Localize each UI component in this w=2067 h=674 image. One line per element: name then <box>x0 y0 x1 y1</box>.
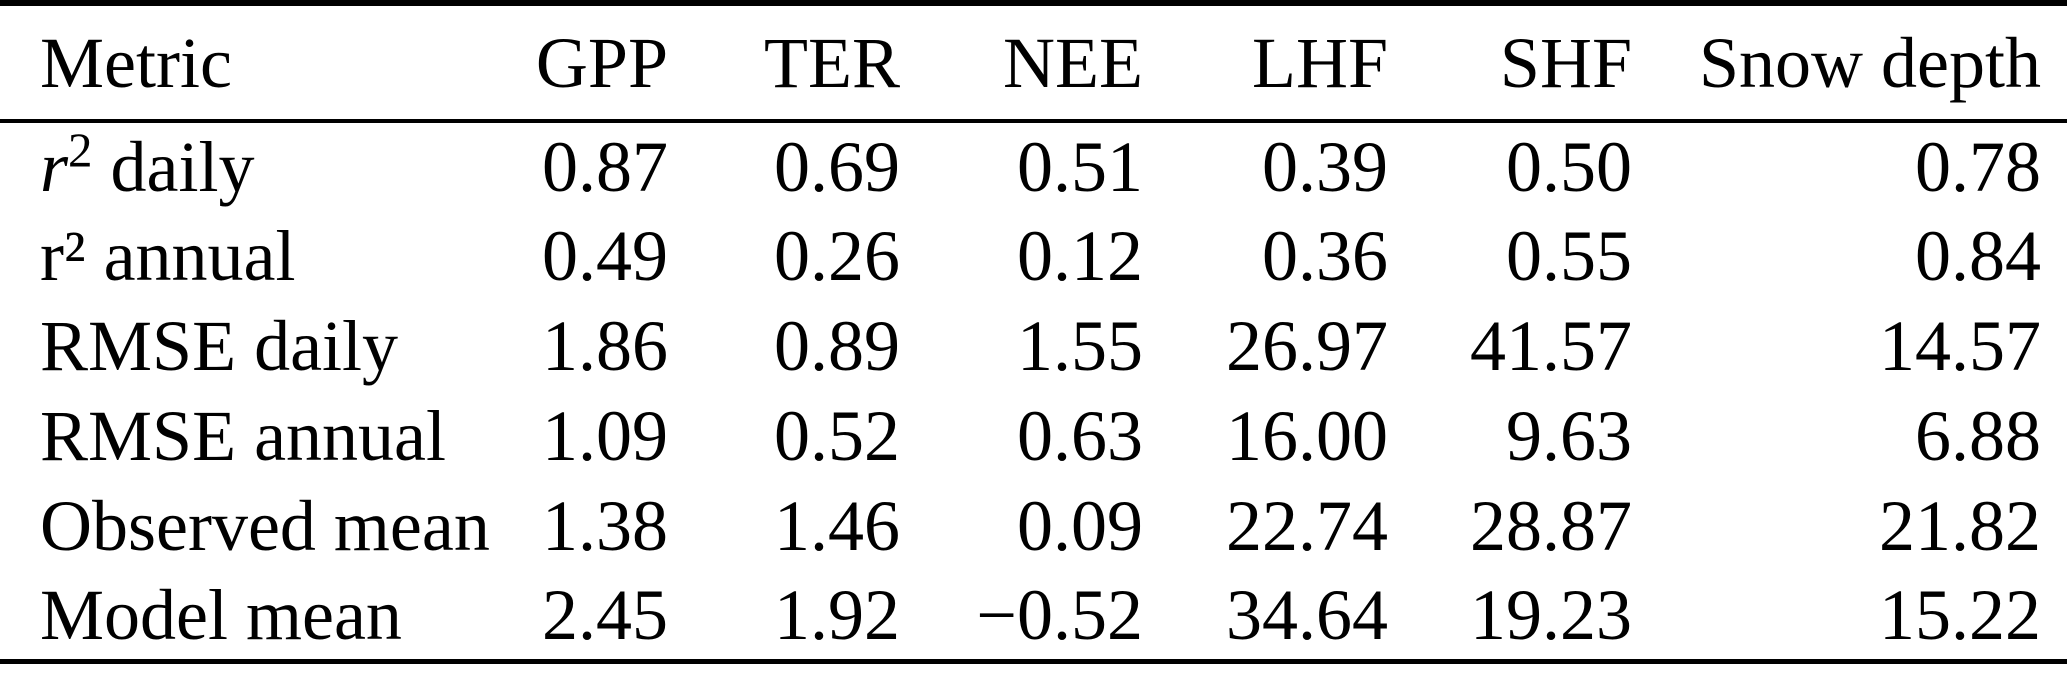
col-header-nee: NEE <box>1003 22 1143 103</box>
cell-nee: 0.12 <box>1017 216 1143 296</box>
table-body: r2 daily 0.87 0.69 0.51 0.39 0.50 0.78 r… <box>0 121 2067 661</box>
table-row-r2-annual: r² annual 0.49 0.26 0.12 0.36 0.55 0.84 <box>0 211 2067 301</box>
row-label-text: RMSE daily <box>40 306 399 386</box>
row-label: Model mean <box>0 571 470 661</box>
cell-gpp: 0.87 <box>542 127 668 207</box>
table-row-rmse-daily: RMSE daily 1.86 0.89 1.55 26.97 41.57 14… <box>0 301 2067 391</box>
row-label-text: r² annual <box>40 216 296 296</box>
row-label: r² annual <box>0 211 470 301</box>
cell-gpp: 0.49 <box>542 216 668 296</box>
cell-shf: 19.23 <box>1470 574 1632 655</box>
cell-ter: 0.89 <box>774 306 900 386</box>
cell-snow-depth: 0.78 <box>1915 127 2041 207</box>
row-label-text: RMSE annual <box>40 396 446 476</box>
cell-shf: 41.57 <box>1470 306 1632 386</box>
cell-lhf: 0.39 <box>1262 127 1388 207</box>
cell-lhf: 16.00 <box>1226 396 1388 476</box>
cell-lhf: 22.74 <box>1226 486 1388 566</box>
cell-ter: 1.46 <box>774 486 900 566</box>
col-header-lhf: LHF <box>1251 22 1388 103</box>
cell-gpp: 1.09 <box>542 396 668 476</box>
cell-lhf: 26.97 <box>1226 306 1388 386</box>
cell-nee: 0.51 <box>1017 127 1143 207</box>
table-row-observed-mean: Observed mean 1.38 1.46 0.09 22.74 28.87… <box>0 481 2067 571</box>
col-header-shf: SHF <box>1499 22 1632 103</box>
row-label-text: daily <box>92 127 255 207</box>
row-label: RMSE annual <box>0 391 470 481</box>
row-label: RMSE daily <box>0 301 470 391</box>
cell-shf: 0.50 <box>1506 127 1632 207</box>
cell-gpp: 2.45 <box>542 574 668 655</box>
cell-snow-depth: 15.22 <box>1879 574 2041 655</box>
header-row: Metric GPP TER NEE LHF SHF Snow depth <box>0 3 2067 121</box>
cell-nee: −0.52 <box>976 574 1143 655</box>
cell-lhf: 34.64 <box>1226 574 1388 655</box>
cell-ter: 0.52 <box>774 396 900 476</box>
cell-shf: 0.55 <box>1506 216 1632 296</box>
cell-snow-depth: 21.82 <box>1879 486 2041 566</box>
table-row-rmse-annual: RMSE annual 1.09 0.52 0.63 16.00 9.63 6.… <box>0 391 2067 481</box>
cell-nee: 1.55 <box>1017 306 1143 386</box>
cell-ter: 0.26 <box>774 216 900 296</box>
cell-snow-depth: 14.57 <box>1879 306 2041 386</box>
col-header-metric: Metric <box>40 22 232 103</box>
cell-gpp: 1.86 <box>542 306 668 386</box>
row-label: r2 daily <box>0 121 470 211</box>
cell-gpp: 1.38 <box>542 486 668 566</box>
table-row-r2-daily: r2 daily 0.87 0.69 0.51 0.39 0.50 0.78 <box>0 121 2067 211</box>
cell-lhf: 0.36 <box>1262 216 1388 296</box>
row-label: Observed mean <box>0 481 490 571</box>
cell-shf: 9.63 <box>1506 396 1632 476</box>
row-label-text: Observed mean <box>40 486 490 566</box>
row-label-superscript: 2 <box>68 122 93 178</box>
cell-ter: 0.69 <box>774 127 900 207</box>
col-header-ter: TER <box>764 22 900 103</box>
cell-ter: 1.92 <box>774 574 900 655</box>
cell-nee: 0.63 <box>1017 396 1143 476</box>
col-header-snow-depth: Snow depth <box>1699 22 2041 103</box>
row-label-variable: r <box>40 127 69 207</box>
cell-snow-depth: 0.84 <box>1915 216 2041 296</box>
col-header-gpp: GPP <box>535 22 668 103</box>
cell-shf: 28.87 <box>1470 486 1632 566</box>
table-row-model-mean: Model mean 2.45 1.92 −0.52 34.64 19.23 1… <box>0 571 2067 661</box>
cell-snow-depth: 6.88 <box>1915 396 2041 476</box>
cell-nee: 0.09 <box>1017 486 1143 566</box>
row-label-text: Model mean <box>40 574 402 655</box>
table-header: Metric GPP TER NEE LHF SHF Snow depth <box>0 3 2067 121</box>
